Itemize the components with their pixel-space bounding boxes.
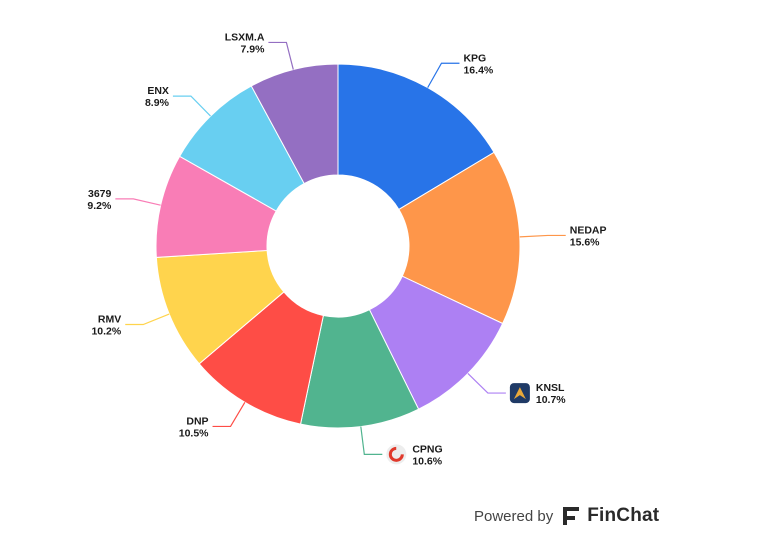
slice-value-enx: 8.9%	[145, 97, 170, 109]
slice-label-nedap: NEDAP	[570, 224, 607, 236]
slice-value-cpng: 10.6%	[412, 455, 442, 467]
slice-value-dnp: 10.5%	[179, 427, 209, 439]
slice-label-dnp: DNP	[186, 415, 208, 427]
finchat-brand-name: FinChat	[587, 505, 660, 526]
leader-line-nedap	[519, 234, 566, 238]
powered-by-finchat[interactable]: Powered by FinChat	[474, 502, 659, 530]
knsl-logo-icon	[509, 383, 530, 404]
leader-line-lsxm-a	[268, 41, 294, 70]
slice-label-cpng: CPNG	[412, 443, 442, 455]
leader-line-cpng	[360, 426, 383, 455]
leader-line-kpg	[427, 62, 460, 88]
slice-value-lsxm-a: 7.9%	[240, 43, 265, 55]
slice-value-kpg: 16.4%	[463, 64, 493, 76]
slice-label-rmv: RMV	[98, 314, 121, 326]
leader-line-dnp	[212, 402, 246, 428]
powered-by-text: Powered by	[474, 507, 554, 525]
leader-line-rmv	[125, 313, 170, 326]
slice-label-kpg: KPG	[463, 52, 486, 64]
slice-label-enx: ENX	[147, 85, 169, 97]
slice-value-rmv: 10.2%	[91, 326, 121, 338]
slice-label-knsl: KNSL	[536, 382, 565, 394]
leader-line-enx	[172, 95, 211, 117]
slice-value-3679: 9.2%	[87, 200, 112, 212]
slice-lsxm-a[interactable]	[250, 63, 339, 185]
slice-label-3679: 3679	[88, 188, 112, 200]
slice-nedap[interactable]	[398, 151, 521, 325]
cpng-logo-icon	[386, 444, 407, 465]
slice-value-knsl: 10.7%	[536, 394, 566, 406]
slice-value-nedap: 15.6%	[570, 236, 600, 248]
slice-label-lsxm-a: LSXM.A	[225, 31, 265, 43]
slice-kpg[interactable]	[337, 63, 495, 211]
leader-line-knsl	[467, 373, 506, 394]
finchat-logo-icon	[563, 507, 580, 525]
leader-line-3679	[115, 198, 161, 206]
